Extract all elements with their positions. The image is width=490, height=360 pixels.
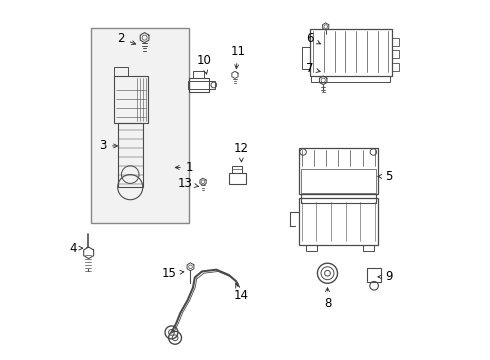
Bar (229, 173, 246, 184)
Text: 3: 3 (99, 139, 118, 152)
Bar (188, 81, 215, 89)
Text: 9: 9 (378, 270, 392, 283)
Bar (392, 38, 399, 45)
Text: 7: 7 (306, 62, 320, 75)
Bar (392, 63, 399, 71)
Text: 14: 14 (234, 284, 249, 302)
Bar (300, 169, 376, 193)
Bar (367, 268, 381, 282)
Bar (299, 148, 378, 194)
Bar (310, 30, 392, 76)
Bar (232, 166, 243, 173)
Bar (299, 198, 378, 244)
Text: 5: 5 (378, 170, 392, 183)
Text: 2: 2 (118, 32, 136, 45)
Bar (364, 244, 374, 251)
Text: 4: 4 (69, 242, 83, 255)
Text: 10: 10 (196, 54, 211, 74)
Bar (311, 76, 390, 82)
Text: 8: 8 (324, 288, 331, 310)
Bar (306, 244, 317, 251)
Bar (300, 194, 376, 203)
Text: 1: 1 (175, 161, 194, 174)
Bar (392, 50, 399, 58)
Bar (114, 67, 128, 76)
Text: 11: 11 (230, 45, 245, 69)
Text: 12: 12 (234, 142, 249, 162)
Bar (193, 71, 204, 78)
Bar (190, 78, 209, 92)
Text: 15: 15 (162, 267, 184, 280)
Text: 13: 13 (178, 177, 198, 190)
Bar (91, 28, 190, 223)
Text: 6: 6 (306, 32, 320, 45)
Bar (118, 123, 143, 187)
Bar (302, 47, 310, 69)
